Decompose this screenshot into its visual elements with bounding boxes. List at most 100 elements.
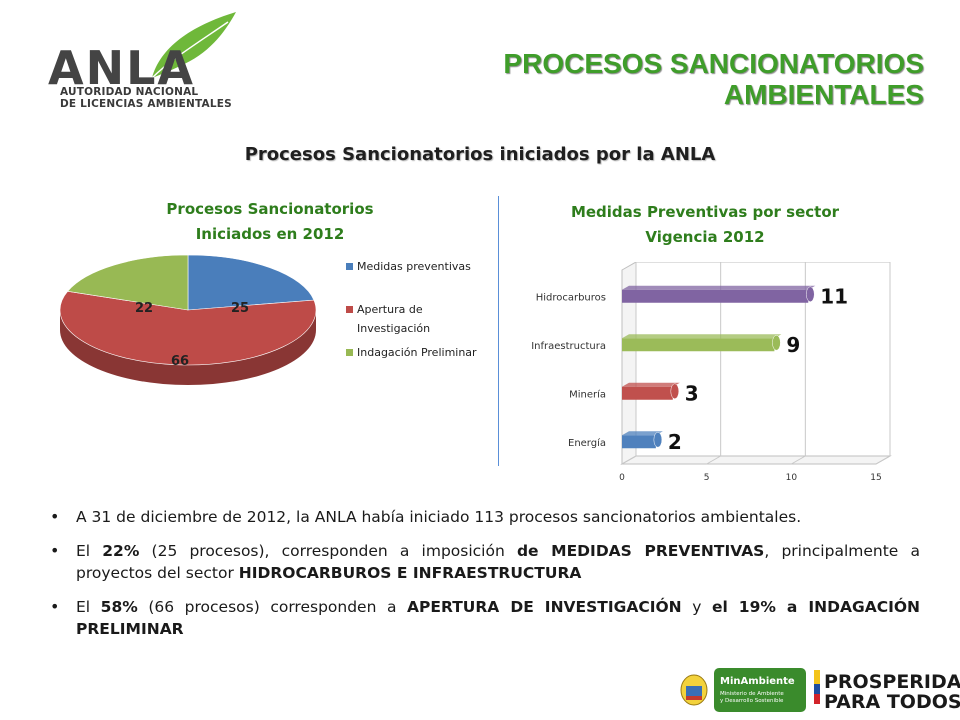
bar-front-face: [622, 435, 656, 449]
logo-subtitle: AUTORIDAD NACIONAL DE LICENCIAS AMBIENTA…: [60, 86, 232, 110]
bar-bars: [622, 285, 816, 449]
prosperidad-line2: PARA TODOS: [824, 691, 960, 713]
pie-title-line1: Procesos Sancionatorios: [166, 200, 374, 218]
pie-chart-title: Procesos Sancionatorios Iniciados en 201…: [120, 197, 420, 247]
legend-indagacion: Indagación Preliminar: [357, 346, 477, 359]
minambiente-sub2: y Desarrollo Sostenible: [720, 698, 784, 704]
bar-floor: [620, 455, 892, 465]
bar-top-face: [622, 334, 782, 339]
bar-x-tick: 15: [870, 473, 881, 483]
bar-gridline-floor: [706, 455, 721, 465]
bar-top-face: [622, 431, 663, 436]
bullet-text: El: [76, 598, 101, 616]
bullet-item: El 22% (25 procesos), corresponden a imp…: [50, 540, 920, 584]
legend-medidas: Medidas preventivas: [357, 260, 471, 273]
minambiente-name: MinAmbiente: [720, 676, 795, 687]
bar-gridline-floor: [621, 455, 637, 465]
bar-end-cap: [653, 432, 663, 448]
bar-end-cap: [806, 286, 815, 302]
bullet-text: 22%: [102, 542, 140, 560]
flag-stripe-yellow: [814, 670, 820, 684]
bullet-item: El 58% (66 procesos) corresponden a APER…: [50, 596, 920, 640]
leaf-stem-icon: [151, 21, 229, 79]
bullet-text: el 19% a INDAGACIÓN PRELIMINAR: [76, 598, 921, 638]
bar-value-label: 9: [786, 333, 800, 357]
bar-top-face: [622, 285, 816, 290]
pie-slice-apertura: [59, 290, 317, 366]
bar-end-cap: [772, 335, 781, 351]
pie-label-indagacion: 22: [135, 301, 153, 316]
bar-x-tick: 5: [704, 473, 710, 483]
pie-top: [59, 254, 317, 366]
bullet-text: 58%: [100, 598, 138, 616]
bar-title-line1: Medidas Preventivas por sector: [570, 203, 840, 221]
bullet-text: APERTURA DE INVESTIGACIÓN: [407, 598, 682, 616]
bar-category-labels: Hidrocarburos Infraestructura Minería Energ…: [531, 292, 606, 449]
flag-stripe-red: [814, 694, 820, 704]
bar-category-label: Energía: [568, 437, 606, 449]
bar-top-face: [622, 382, 680, 387]
minambiente-badge: [714, 668, 806, 712]
bullet-list: A 31 de diciembre de 2012, la ANLA había…: [50, 506, 920, 652]
pie-slice-apertura-side: [60, 310, 316, 385]
pie-chart: 25 66 22 Medidas preventivas Apertura de…: [59, 254, 477, 385]
pie-title-line2: Iniciados en 2012: [195, 225, 345, 243]
section-subtitle: Procesos Sancionatorios iniciados por la…: [244, 144, 716, 165]
pie-labels: 25 66 22: [135, 301, 249, 369]
bar-category-label: Hidrocarburos: [536, 292, 606, 303]
bullet-text: HIDROCARBUROS E INFRAESTRUCTURA: [238, 564, 582, 582]
legend-swatch-apertura: [346, 306, 353, 313]
flag-stripe-blue: [814, 684, 820, 694]
bar-value-label: 2: [668, 430, 682, 454]
bullet-text: y: [681, 598, 712, 616]
prosperidad-line1: PROSPERIDAD: [824, 671, 960, 693]
bar-gridline-floor: [791, 455, 806, 465]
bar-chart: Hidrocarburos Infraestructura Minería Energ…: [531, 262, 892, 483]
bar-energía: [622, 431, 663, 449]
page-title-line1: PROCESOS SANCIONATORIOS: [503, 48, 924, 79]
legend-swatch-medidas: [346, 263, 353, 270]
page-title: PROCESOS SANCIONATORIOS AMBIENTALES: [503, 48, 924, 110]
bar-value-labels: 11 9 3 2: [668, 284, 848, 454]
bullet-text: , principalmente a proyectos del sector: [76, 542, 920, 582]
bar-frame: [620, 262, 892, 465]
logo-text: ANLA: [48, 41, 195, 95]
pie-label-medidas: 25: [231, 301, 249, 316]
bar-x-ticks: 0 5 10 15: [619, 473, 882, 483]
pie-label-apertura: 66: [171, 354, 189, 369]
footer-logos: MinAmbiente Ministerio de Ambiente y Des…: [680, 668, 960, 713]
logo-sub-line2: DE LICENCIAS AMBIENTALES: [60, 98, 232, 110]
pie-slice-indagacion: [67, 254, 189, 311]
bar-front-face: [622, 338, 775, 352]
bar-title-line2: Vigencia 2012: [645, 228, 765, 246]
chart-divider: [498, 196, 499, 466]
bar-category-label: Infraestructura: [531, 341, 606, 352]
bullet-text: El: [76, 542, 103, 560]
colombia-seal-icon: [680, 674, 708, 706]
anla-logo: ANLA: [48, 12, 236, 95]
bar-value-label: 3: [685, 381, 699, 405]
bar-gridline-floor: [875, 455, 891, 465]
bar-value-label: 11: [820, 284, 848, 308]
legend-swatch-indagacion: [346, 349, 353, 356]
bullet-text: (66 procesos) corresponden a: [137, 598, 408, 616]
minambiente-sub1: Ministerio de Ambiente: [720, 691, 784, 697]
bar-hidrocarburos: [622, 285, 816, 303]
legend-apertura-line1: Apertura de: [357, 303, 423, 316]
bullet-text: A 31 de diciembre de 2012, la ANLA había…: [76, 508, 802, 526]
bullet-item: A 31 de diciembre de 2012, la ANLA había…: [50, 506, 920, 528]
legend-apertura-line2: Investigación: [357, 322, 430, 335]
pie-slice-medidas: [187, 254, 315, 311]
bar-minería: [622, 382, 680, 400]
bullet-text: (25 procesos), corresponden a imposición: [139, 542, 517, 560]
bar-chart-title: Medidas Preventivas por sector Vigencia …: [540, 200, 870, 250]
bar-infraestructura: [622, 334, 782, 352]
bar-x-tick: 10: [786, 473, 798, 483]
bar-category-label: Minería: [569, 388, 606, 400]
bar-end-cap: [670, 383, 680, 399]
page-title-line2: AMBIENTALES: [723, 79, 924, 110]
bar-x-tick: 0: [619, 473, 625, 483]
bar-front-face: [622, 386, 673, 400]
bullet-text: de MEDIDAS PREVENTIVAS: [516, 542, 765, 560]
pie-side: [60, 310, 316, 385]
